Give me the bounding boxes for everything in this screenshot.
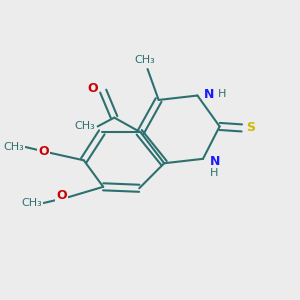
Text: CH₃: CH₃ bbox=[3, 142, 24, 152]
Text: CH₃: CH₃ bbox=[134, 55, 155, 65]
Text: N: N bbox=[204, 88, 215, 100]
Text: CH₃: CH₃ bbox=[22, 198, 42, 208]
Text: CH₃: CH₃ bbox=[74, 122, 95, 131]
Text: S: S bbox=[246, 122, 255, 134]
Text: O: O bbox=[87, 82, 98, 95]
Text: O: O bbox=[38, 145, 49, 158]
Text: H: H bbox=[210, 168, 218, 178]
Text: O: O bbox=[56, 189, 67, 202]
Text: H: H bbox=[218, 89, 226, 99]
Text: N: N bbox=[210, 155, 220, 168]
